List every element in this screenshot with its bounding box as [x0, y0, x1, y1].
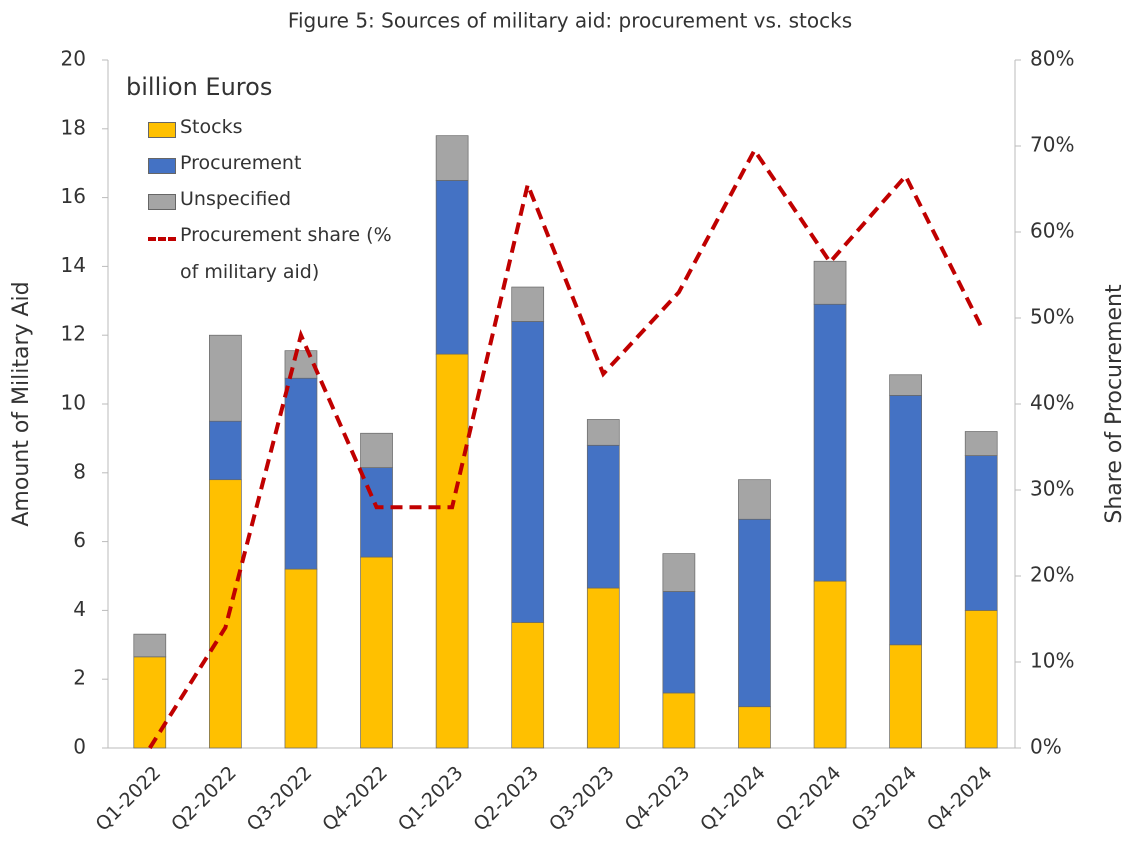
bar-segment [435, 180, 469, 355]
x-tick-label: Q1-2023 [394, 762, 468, 836]
y-axis-label: Amount of Military Aid [9, 281, 34, 526]
y2-tick-label: 40% [1030, 391, 1074, 415]
bar-segment [738, 479, 771, 520]
x-tick-label: Q2-2023 [469, 762, 543, 836]
x-tick-label: Q4-2023 [621, 762, 695, 836]
bar-segment [586, 419, 620, 446]
y-tick-label: 10 [61, 391, 86, 415]
legend-label: Unspecified [180, 188, 292, 210]
y-tick-label: 18 [61, 115, 86, 139]
bar-segment [133, 656, 167, 749]
bar-segment [889, 395, 922, 646]
bar-segment [435, 135, 469, 181]
x-tick-label: Q4-2022 [318, 762, 392, 836]
y2-tick-label: 70% [1030, 133, 1074, 157]
bar-segment [435, 353, 469, 749]
bar-segment [889, 644, 922, 749]
x-tick-label: Q2-2024 [772, 762, 846, 836]
legend: Stocks Procurement Unspecified Procurement … [148, 116, 400, 299]
bar-segment [662, 692, 696, 749]
bar-segment [511, 622, 545, 749]
x-tick-label: Q1-2024 [696, 762, 770, 836]
y-tick-label: 12 [61, 322, 86, 346]
y-tick-label: 20 [61, 47, 86, 71]
bar-segment [360, 467, 393, 558]
x-tick-label: Q3-2023 [545, 762, 619, 836]
bar-segment [209, 334, 242, 422]
y2-tick-label: 50% [1030, 305, 1074, 329]
y2-tick-label: 80% [1030, 47, 1074, 71]
bar-segment [284, 568, 318, 749]
bar-segment [360, 432, 393, 468]
bar-segment [813, 303, 847, 582]
legend-item: Procurement [148, 152, 400, 182]
legend-label: Procurement [180, 152, 302, 174]
bar-segment [209, 479, 242, 749]
legend-swatch [148, 237, 176, 241]
legend-swatch [148, 194, 176, 210]
bar-segment [889, 374, 922, 396]
y2-axis-label: Share of Procurement [1102, 284, 1127, 524]
y2-tick-label: 30% [1030, 477, 1074, 501]
bar-segment [738, 706, 771, 749]
y2-tick-label: 0% [1030, 735, 1062, 759]
legend-item: Stocks [148, 116, 400, 146]
legend-swatch [148, 158, 176, 174]
y2-tick-label: 60% [1030, 219, 1074, 243]
bar-segment [813, 260, 847, 305]
legend-item: Unspecified [148, 188, 400, 218]
y-tick-label: 16 [61, 184, 86, 208]
bar-segment [964, 610, 998, 749]
bar-segment [133, 633, 167, 658]
bar-segment [360, 556, 393, 749]
x-tick-label: Q4-2024 [923, 762, 997, 836]
legend-label: Procurement share (% of military aid) [180, 224, 392, 283]
bar-segment [511, 286, 545, 322]
y-tick-label: 14 [61, 253, 86, 277]
bar-segment [586, 587, 620, 749]
x-tick-label: Q3-2024 [847, 762, 921, 836]
bar-segment [964, 455, 998, 611]
bar-segment [284, 377, 318, 570]
legend-label: Stocks [180, 116, 243, 138]
y-tick-label: 8 [73, 459, 86, 483]
bar-segment [662, 553, 696, 592]
y-tick-label: 2 [73, 666, 86, 690]
y-tick-label: 0 [73, 735, 86, 759]
bar-segment [586, 444, 620, 589]
chart-title: Figure 5: Sources of military aid: procu… [288, 9, 852, 33]
x-tick-label: Q3-2022 [243, 762, 317, 836]
bar-segment [813, 580, 847, 749]
x-tick-label: Q1-2022 [91, 762, 165, 836]
y-tick-label: 4 [73, 597, 86, 621]
bar-segment [964, 431, 998, 456]
bar-segment [511, 321, 545, 623]
annotation: billion Euros [126, 73, 272, 101]
y2-tick-label: 10% [1030, 649, 1074, 673]
line-series [148, 146, 983, 750]
bar-segment [738, 518, 771, 708]
x-tick-label: Q2-2022 [167, 762, 241, 836]
bar-segment [662, 591, 696, 694]
y-tick-label: 6 [73, 528, 86, 552]
legend-swatch [148, 122, 176, 138]
y2-tick-label: 20% [1030, 563, 1074, 587]
legend-item: Procurement share (% of military aid) [148, 224, 400, 291]
bar-segment [209, 420, 242, 481]
